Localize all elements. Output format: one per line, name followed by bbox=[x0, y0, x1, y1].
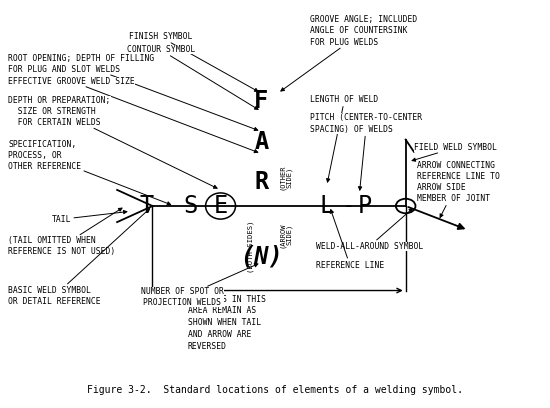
Text: DEPTH OR PREPARATION;
  SIZE OR STRENGTH
  FOR CERTAIN WELDS: DEPTH OR PREPARATION; SIZE OR STRENGTH F… bbox=[8, 96, 217, 188]
Text: ELEMENTS IN THIS
AREA REMAIN AS
SHOWN WHEN TAIL
AND ARROW ARE
REVERSED: ELEMENTS IN THIS AREA REMAIN AS SHOWN WH… bbox=[188, 295, 266, 351]
Text: REFERENCE LINE: REFERENCE LINE bbox=[316, 210, 384, 270]
Text: P: P bbox=[358, 194, 372, 218]
Text: WELD-ALL-AROUND SYMBOL: WELD-ALL-AROUND SYMBOL bbox=[316, 208, 423, 251]
Text: -: - bbox=[343, 197, 354, 215]
Text: EFFECTIVE GROOVE WELD SIZE: EFFECTIVE GROOVE WELD SIZE bbox=[8, 77, 258, 153]
Text: CONTOUR SYMBOL: CONTOUR SYMBOL bbox=[126, 45, 258, 109]
Text: L: L bbox=[320, 194, 334, 218]
Text: BASIC WELD SYMBOL
OR DETAIL REFERENCE: BASIC WELD SYMBOL OR DETAIL REFERENCE bbox=[8, 208, 150, 306]
Text: PITCH (CENTER-TO-CENTER
SPACING) OF WELDS: PITCH (CENTER-TO-CENTER SPACING) OF WELD… bbox=[310, 113, 422, 190]
Text: T: T bbox=[140, 194, 154, 218]
Text: ARROW CONNECTING
REFERENCE LINE TO
ARROW SIDE
MEMBER OF JOINT: ARROW CONNECTING REFERENCE LINE TO ARROW… bbox=[416, 161, 499, 217]
Text: S: S bbox=[184, 194, 198, 218]
Text: A: A bbox=[254, 130, 268, 154]
Text: (ARROW
SIDE): (ARROW SIDE) bbox=[279, 222, 293, 248]
Text: GROOVE ANGLE; INCLUDED
ANGLE OF COUNTERSINK
FOR PLUG WELDS: GROOVE ANGLE; INCLUDED ANGLE OF COUNTERS… bbox=[281, 16, 417, 91]
Text: (OTHER
SIDE): (OTHER SIDE) bbox=[279, 164, 293, 190]
Text: (BOTH SIDES): (BOTH SIDES) bbox=[248, 220, 254, 273]
Text: Figure 3-2.  Standard locations of elements of a welding symbol.: Figure 3-2. Standard locations of elemen… bbox=[87, 385, 463, 395]
Text: FIELD WELD SYMBOL: FIELD WELD SYMBOL bbox=[412, 143, 497, 161]
Text: LENGTH OF WELD: LENGTH OF WELD bbox=[310, 95, 378, 182]
Text: R: R bbox=[254, 170, 268, 194]
Text: ROOT OPENING; DEPTH OF FILLING
FOR PLUG AND SLOT WELDS: ROOT OPENING; DEPTH OF FILLING FOR PLUG … bbox=[8, 54, 258, 131]
Text: (N): (N) bbox=[240, 244, 283, 268]
Text: SPECIFICATION,
PROCESS, OR
OTHER REFERENCE: SPECIFICATION, PROCESS, OR OTHER REFEREN… bbox=[8, 140, 170, 205]
Text: E: E bbox=[213, 194, 228, 218]
Text: TAIL: TAIL bbox=[52, 211, 127, 224]
Text: (TAIL OMITTED WHEN
REFERENCE IS NOT USED): (TAIL OMITTED WHEN REFERENCE IS NOT USED… bbox=[8, 208, 122, 256]
Text: NUMBER OF SPOT OR
PROJECTION WELDS: NUMBER OF SPOT OR PROJECTION WELDS bbox=[141, 264, 258, 307]
Text: FINISH SYMBOL: FINISH SYMBOL bbox=[129, 33, 258, 91]
Text: F: F bbox=[254, 89, 268, 113]
